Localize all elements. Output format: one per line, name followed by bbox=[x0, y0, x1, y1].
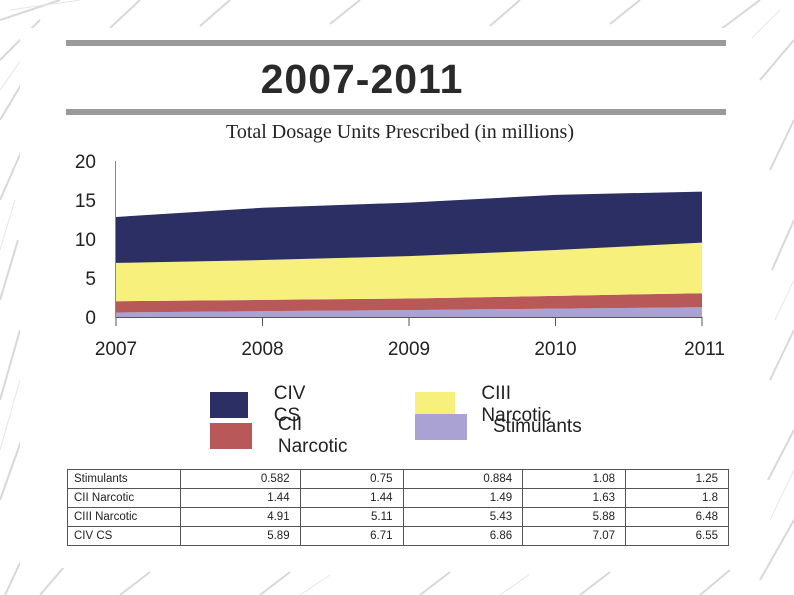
table-cell: 0.582 bbox=[180, 469, 301, 489]
table-cell: 1.44 bbox=[299, 488, 404, 508]
table-cell: 6.71 bbox=[299, 526, 404, 546]
table-cell: 1.25 bbox=[625, 469, 729, 489]
table-row: CIII Narcotic 4.91 5.11 5.43 5.88 6.48 bbox=[67, 507, 729, 527]
x-tick-label: 2009 bbox=[388, 339, 430, 360]
table-cell: 5.89 bbox=[180, 526, 301, 546]
table-cell: 0.75 bbox=[299, 469, 404, 489]
table-cell: 7.07 bbox=[522, 526, 627, 546]
table-row: CII Narcotic 1.44 1.44 1.49 1.63 1.8 bbox=[67, 488, 729, 508]
area-series-civ-cs bbox=[116, 191, 702, 263]
data-table: Stimulants 0.582 0.75 0.884 1.08 1.25 CI… bbox=[67, 469, 729, 546]
legend-item-civ-cs: CIV CS bbox=[210, 383, 320, 427]
row-label: CIV CS bbox=[67, 526, 181, 546]
slide-title: 2007-2011 bbox=[260, 56, 464, 102]
x-tick-label: 2010 bbox=[534, 339, 576, 360]
area-series-stimulants bbox=[116, 307, 702, 317]
bottom-rule bbox=[66, 109, 726, 115]
chart-title: Total Dosage Units Prescribed (in millio… bbox=[226, 121, 574, 143]
x-tick-label: 2007 bbox=[95, 339, 137, 360]
y-tick-label: 20 bbox=[75, 152, 96, 173]
legend-label: CIII Narcotic bbox=[481, 383, 552, 426]
table-cell: 1.8 bbox=[625, 488, 729, 508]
legend-item-ciii-narcotic: CIII Narcotic bbox=[415, 383, 563, 427]
legend-label: CII Narcotic bbox=[277, 414, 348, 457]
area-series-ciii-narcotic bbox=[116, 242, 702, 302]
legend-item-stimulants: Stimulants bbox=[415, 414, 582, 440]
y-tick-label: 0 bbox=[85, 308, 96, 329]
table-cell: 6.55 bbox=[625, 526, 729, 546]
table-cell: 5.88 bbox=[522, 507, 627, 527]
table-cell: 1.49 bbox=[402, 488, 524, 508]
row-label: CIII Narcotic bbox=[67, 507, 181, 527]
legend-swatch bbox=[210, 392, 248, 418]
area-series-cii-narcotic bbox=[116, 293, 702, 313]
table-cell: 5.11 bbox=[299, 507, 404, 527]
row-label: Stimulants bbox=[67, 469, 181, 489]
table-cell: 1.63 bbox=[522, 488, 627, 508]
top-rule bbox=[66, 40, 726, 46]
legend-item-cii-narcotic: CII Narcotic bbox=[210, 414, 358, 458]
y-tick-label: 10 bbox=[75, 230, 96, 251]
stacked-area-chart: Total Dosage Units Prescribed (in millio… bbox=[75, 121, 725, 360]
row-label: CII Narcotic bbox=[67, 488, 181, 508]
table-cell: 1.08 bbox=[522, 469, 627, 489]
legend-swatch bbox=[415, 414, 467, 440]
x-tick-label: 2011 bbox=[684, 339, 725, 360]
x-tick-label: 2008 bbox=[241, 339, 283, 360]
legend-swatch bbox=[210, 423, 252, 449]
legend-label: CIV CS bbox=[273, 383, 306, 426]
table-cell: 1.44 bbox=[180, 488, 301, 508]
y-tick-label: 15 bbox=[75, 191, 96, 212]
table-row: CIV CS 5.89 6.71 6.86 7.07 6.55 bbox=[67, 526, 729, 546]
table-cell: 0.884 bbox=[402, 469, 524, 489]
table-cell: 6.86 bbox=[402, 526, 524, 546]
table-cell: 6.48 bbox=[625, 507, 729, 527]
table-cell: 4.91 bbox=[180, 507, 301, 527]
legend-swatch bbox=[415, 392, 456, 418]
y-tick-label: 5 bbox=[85, 269, 96, 290]
legend-label: Stimulants bbox=[493, 416, 582, 437]
table-cell: 5.43 bbox=[402, 507, 524, 527]
table-row: Stimulants 0.582 0.75 0.884 1.08 1.25 bbox=[67, 469, 729, 489]
